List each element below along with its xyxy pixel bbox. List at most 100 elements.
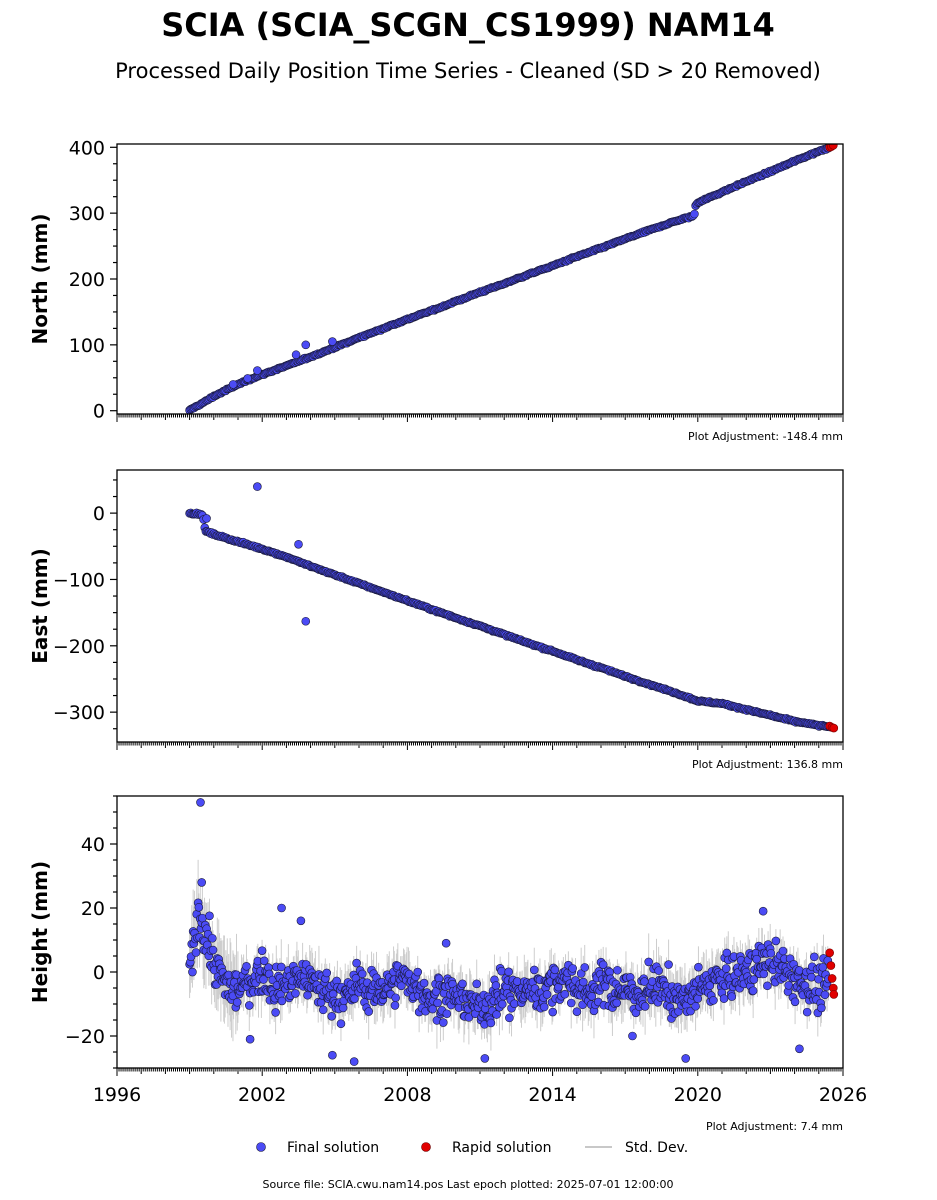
- y-axis-label: North (mm): [28, 213, 52, 344]
- final-point: [721, 964, 731, 973]
- final-solution-series: [185, 798, 833, 1066]
- final-point: [472, 979, 482, 989]
- final-point: [291, 989, 300, 998]
- final-point: [510, 999, 519, 1008]
- final-point: [486, 1018, 496, 1028]
- y-axis-label: East (mm): [28, 548, 52, 664]
- rapid-point: [825, 948, 834, 958]
- final-point: [327, 1012, 337, 1021]
- final-outlier-point: [294, 540, 303, 549]
- final-point: [205, 911, 214, 921]
- final-outlier-point: [243, 374, 252, 383]
- final-point: [727, 992, 737, 1001]
- final-point: [818, 962, 828, 972]
- final-point: [601, 982, 610, 991]
- y-axis: −300 −200 −100 0 East (mm): [28, 479, 117, 730]
- final-outlier-point: [301, 340, 311, 350]
- final-outlier-point: [628, 1031, 637, 1041]
- final-point: [809, 952, 819, 962]
- final-point: [439, 1018, 448, 1027]
- final-outlier-point: [245, 1034, 255, 1044]
- y-tick-label: 400: [69, 137, 105, 159]
- final-point: [322, 968, 332, 978]
- final-point: [208, 945, 218, 955]
- std-dev-series: [189, 508, 831, 730]
- final-point: [397, 981, 406, 991]
- final-point: [598, 960, 608, 970]
- final-point: [271, 1008, 280, 1017]
- final-point: [612, 998, 622, 1008]
- y-tick-label: −100: [53, 569, 105, 591]
- final-point: [560, 989, 570, 999]
- final-point: [259, 956, 269, 966]
- final-point: [419, 978, 429, 988]
- final-outlier-point: [328, 337, 337, 346]
- final-outlier-point: [202, 514, 211, 523]
- final-point: [364, 1007, 373, 1016]
- panel-frame: [116, 469, 844, 743]
- y-tick-label: 0: [93, 401, 105, 423]
- final-point: [504, 967, 513, 977]
- final-point: [784, 981, 793, 990]
- final-outlier-point: [277, 903, 286, 913]
- final-point: [814, 974, 823, 984]
- rapid-solution-series: [825, 721, 839, 733]
- final-point: [566, 998, 576, 1008]
- final-point: [572, 1007, 582, 1016]
- y-tick-label: 300: [69, 203, 105, 225]
- chart-subtitle: Processed Daily Position Time Series - C…: [115, 59, 821, 83]
- rapid-point: [827, 974, 837, 983]
- rapid-point: [826, 961, 836, 970]
- final-point: [694, 962, 703, 972]
- final-point: [690, 209, 699, 219]
- final-outlier-point: [681, 1054, 691, 1063]
- final-outlier-point: [441, 938, 451, 948]
- final-point: [433, 998, 442, 1008]
- final-outlier-point: [480, 1054, 490, 1063]
- final-outlier-point: [197, 878, 206, 887]
- final-point: [491, 981, 501, 990]
- final-outlier-point: [301, 616, 311, 626]
- rapid-point: [829, 723, 839, 733]
- final-point: [748, 986, 758, 996]
- final-point: [497, 999, 507, 1009]
- final-outlier-point: [291, 350, 301, 360]
- y-axis: −20 0 20 40 Height (mm): [28, 795, 117, 1069]
- final-point: [529, 965, 539, 975]
- panel-1: −300 −200 −100 0 East (mm) Plot Adjustment: 1…: [28, 469, 844, 771]
- final-point: [719, 994, 729, 1003]
- y-tick-label: −300: [53, 702, 105, 724]
- panel-0: 0 100 200 300 400 North (mm) Plot Adjustment: …: [28, 137, 844, 443]
- final-outlier-point: [758, 906, 768, 916]
- final-point: [542, 990, 552, 999]
- final-point: [709, 996, 718, 1005]
- final-outlier-point: [228, 380, 238, 389]
- panel-frame: [116, 795, 844, 1069]
- plot-area: [185, 798, 839, 1066]
- final-point: [691, 1001, 700, 1011]
- y-tick-label: 0: [93, 503, 105, 525]
- final-outlier-point: [253, 366, 262, 375]
- final-point: [390, 1001, 400, 1010]
- final-point: [771, 936, 781, 946]
- rapid-point: [829, 144, 838, 150]
- final-point: [303, 990, 312, 1000]
- final-point: [778, 946, 788, 956]
- final-point: [640, 1002, 650, 1011]
- final-outlier-point: [795, 1044, 804, 1054]
- final-point: [191, 948, 201, 957]
- final-point: [257, 946, 267, 955]
- final-outlier-point: [253, 482, 262, 491]
- x-axis: [116, 414, 844, 422]
- final-point: [188, 967, 197, 977]
- final-point: [350, 994, 359, 1004]
- plot-adjustment-note: Plot Adjustment: -148.4 mm: [688, 430, 843, 443]
- final-point: [807, 972, 816, 982]
- final-outlier-point: [328, 1050, 337, 1060]
- final-point: [763, 981, 772, 991]
- final-point: [194, 903, 204, 912]
- final-point: [413, 967, 423, 977]
